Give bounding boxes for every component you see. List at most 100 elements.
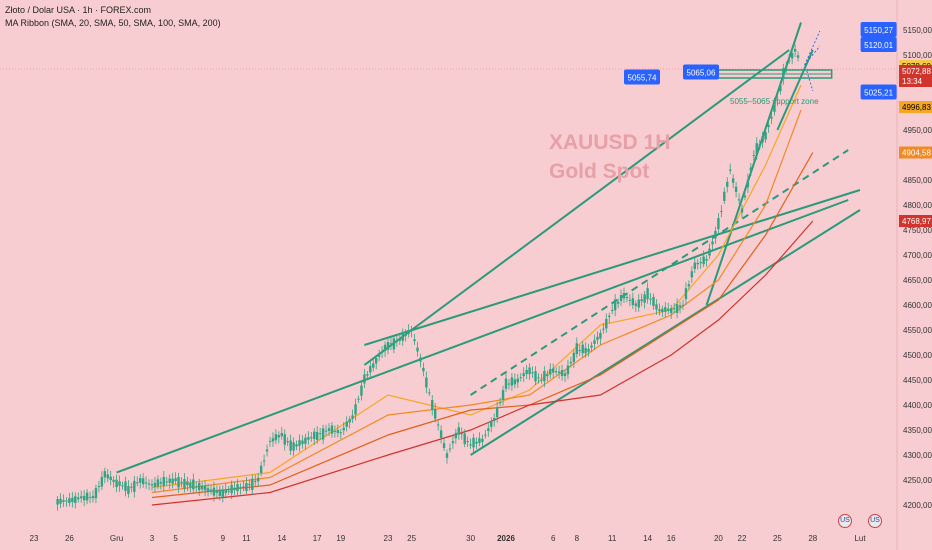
candle-body	[552, 368, 555, 373]
candle-body	[80, 496, 83, 499]
candle-body	[313, 431, 316, 440]
x-tick-label: 17	[313, 534, 322, 543]
candle-body	[395, 340, 399, 342]
candle-body	[484, 434, 487, 436]
candle-body	[575, 343, 578, 354]
candle-body	[183, 479, 186, 490]
candle-body	[271, 438, 275, 442]
candle-body	[100, 477, 104, 487]
candle-body	[292, 442, 295, 451]
price-label-box[interactable]	[860, 84, 897, 100]
candle-body	[481, 438, 484, 442]
candle-body	[97, 486, 101, 488]
candle-body	[664, 307, 667, 312]
price-label: 5025,21	[864, 89, 893, 98]
candle-body	[616, 301, 620, 304]
price-label: 5055,74	[628, 74, 657, 83]
candle-body	[168, 478, 171, 483]
projection-arrow	[804, 30, 821, 66]
trendline-dashed	[470, 149, 849, 396]
price-label-box[interactable]	[860, 37, 897, 52]
us-flag-event-icon[interactable]: US	[868, 514, 882, 528]
x-tick-label: 9	[221, 534, 226, 543]
candle-body	[740, 208, 744, 213]
trendline	[776, 49, 814, 131]
candle-body	[289, 440, 292, 451]
candle-body	[121, 485, 124, 487]
candle-body	[670, 308, 673, 314]
candle-body	[566, 365, 570, 375]
y-tick-label: 4450,00	[903, 376, 932, 385]
candle-body	[613, 299, 617, 311]
candle-body	[369, 365, 372, 373]
candle-body	[141, 478, 145, 485]
candle-body	[678, 305, 682, 308]
candle-body	[318, 433, 322, 435]
candle-body	[354, 404, 357, 415]
candle-body	[690, 271, 694, 278]
candle-body	[599, 332, 602, 339]
candle-body	[661, 308, 664, 313]
candle-body	[513, 379, 517, 385]
candle-body	[720, 211, 723, 213]
x-tick-label: 20	[714, 534, 723, 543]
watermark-line1: XAUUSD 1H	[549, 131, 671, 154]
candle-body	[227, 490, 230, 492]
trendline	[364, 189, 861, 346]
candle-body	[339, 432, 342, 434]
candle-body	[749, 167, 753, 171]
candle-body	[377, 355, 381, 357]
candle-body	[136, 482, 139, 484]
candle-body	[593, 340, 596, 344]
x-tick-label: 2026	[497, 534, 515, 543]
candle-body	[112, 479, 115, 482]
trendline	[116, 199, 849, 474]
candle-body	[195, 486, 198, 488]
indicator-label[interactable]: MA Ribbon (SMA, 20, SMA, 50, SMA, 100, S…	[5, 18, 221, 28]
candle-body	[257, 477, 260, 482]
candle-body	[699, 262, 702, 264]
candle-body	[130, 486, 133, 488]
candle-body	[372, 363, 375, 368]
candle-body	[127, 486, 130, 494]
us-flag-event-icon[interactable]: US	[838, 514, 852, 528]
candle-body	[150, 484, 154, 486]
y-tick-label: 4300,00	[903, 451, 932, 460]
candle-body	[708, 248, 711, 256]
candle-body	[584, 348, 587, 354]
candle-body	[578, 349, 581, 351]
candle-body	[286, 441, 289, 443]
candle-body	[139, 478, 142, 483]
y-tick-label: 4500,00	[903, 351, 932, 360]
candle-body	[714, 230, 717, 239]
x-tick-label: 5	[173, 534, 178, 543]
candle-body	[605, 318, 608, 329]
candle-body	[478, 438, 481, 444]
y-tick-label: 4400,00	[903, 401, 932, 410]
candle-body	[348, 419, 351, 423]
y-tick-label: 4950,00	[903, 126, 932, 135]
candle-body	[366, 374, 369, 376]
support-zone-label: 5055–5065 support zone	[730, 97, 819, 106]
candle-body	[301, 440, 304, 445]
candle-body	[590, 345, 593, 348]
candle-body	[528, 367, 531, 375]
symbol-title[interactable]: Złoto / Dolar USA · 1h · FOREX.com	[5, 5, 152, 15]
price-label-box[interactable]	[860, 22, 897, 37]
candle-body	[755, 143, 758, 155]
candle-body	[796, 55, 800, 58]
y-tick-label: 4800,00	[903, 201, 932, 210]
projection-arrow	[804, 45, 821, 66]
candle-body	[436, 424, 440, 426]
candle-body	[77, 497, 80, 500]
price-label-box[interactable]	[683, 64, 719, 80]
price-label-box[interactable]	[624, 69, 660, 85]
y-tick-label: 4250,00	[903, 476, 932, 485]
candle-body	[608, 315, 611, 318]
candle-body	[68, 498, 71, 503]
candle-body	[259, 465, 263, 473]
candle-body	[162, 476, 165, 486]
candle-body	[298, 440, 301, 446]
y-tick-label: 4200,00	[903, 501, 932, 510]
